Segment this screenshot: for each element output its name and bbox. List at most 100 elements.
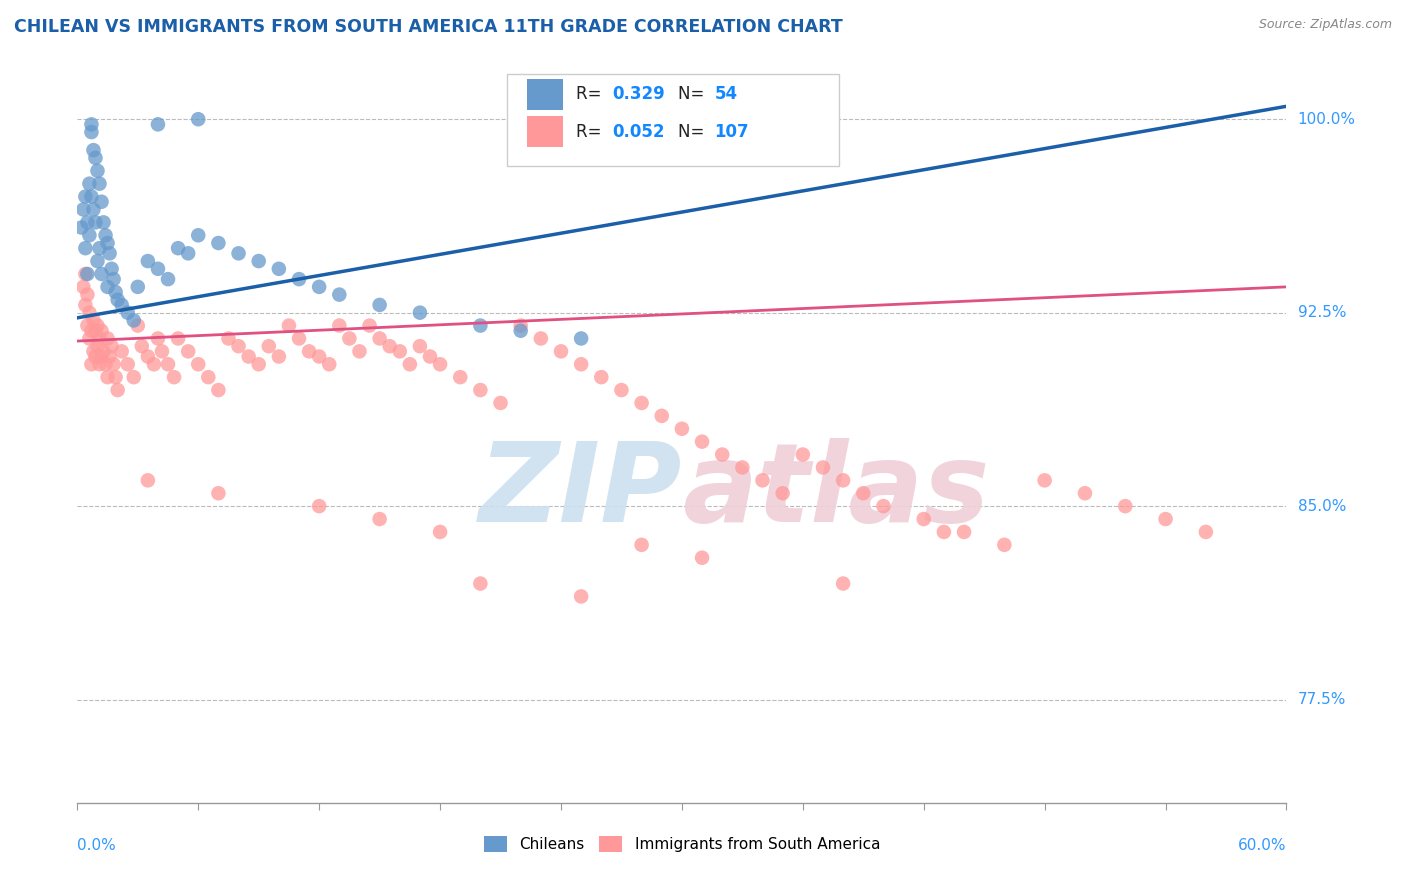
Point: [107, 383, 129, 397]
Point: [98, 350, 121, 364]
Point: [84, 215, 107, 229]
Point: [131, 339, 153, 353]
Point: [86, 318, 108, 333]
Text: CHILEAN VS IMMIGRANTS FROM SOUTH AMERICA 11TH GRADE CORRELATION CHART: CHILEAN VS IMMIGRANTS FROM SOUTH AMERICA…: [14, 18, 842, 36]
Point: [96, 331, 118, 345]
Point: [298, 344, 321, 359]
Point: [651, 409, 673, 423]
Point: [339, 331, 360, 345]
Point: [90, 350, 112, 364]
Point: [157, 357, 180, 371]
Point: [146, 117, 169, 131]
Point: [89, 241, 111, 255]
Point: [79, 228, 101, 243]
Point: [86, 163, 108, 178]
Point: [82, 143, 104, 157]
Point: [111, 298, 134, 312]
Point: [832, 474, 855, 488]
Point: [100, 261, 122, 276]
Point: [328, 287, 350, 301]
Point: [70, 220, 93, 235]
Point: [90, 324, 112, 338]
Point: [167, 331, 190, 345]
Point: [550, 344, 572, 359]
Point: [630, 538, 652, 552]
Point: [93, 344, 115, 359]
Point: [530, 331, 553, 345]
Point: [79, 177, 101, 191]
Point: [772, 486, 794, 500]
Point: [79, 306, 101, 320]
Text: 107: 107: [714, 122, 749, 141]
Point: [167, 241, 190, 255]
Text: 0.0%: 0.0%: [77, 838, 117, 853]
Point: [811, 460, 834, 475]
Point: [630, 396, 652, 410]
Point: [569, 357, 592, 371]
Point: [308, 499, 330, 513]
Point: [157, 272, 180, 286]
Point: [388, 344, 411, 359]
Point: [197, 370, 219, 384]
Point: [1074, 486, 1097, 500]
Point: [76, 318, 98, 333]
Point: [751, 474, 773, 488]
Point: [409, 306, 432, 320]
Point: [136, 474, 159, 488]
Point: [127, 280, 149, 294]
Point: [409, 339, 432, 353]
Point: [328, 318, 350, 333]
Text: 100.0%: 100.0%: [1298, 112, 1355, 127]
Point: [163, 370, 186, 384]
Point: [470, 576, 492, 591]
Point: [84, 324, 107, 338]
Point: [86, 254, 108, 268]
Point: [509, 324, 531, 338]
Point: [368, 512, 391, 526]
Point: [93, 215, 115, 229]
Point: [127, 318, 149, 333]
Point: [107, 293, 129, 307]
Point: [187, 112, 209, 127]
Point: [76, 267, 98, 281]
Point: [1195, 524, 1218, 539]
Point: [103, 357, 125, 371]
Point: [257, 339, 280, 353]
Text: 77.5%: 77.5%: [1298, 692, 1346, 707]
Point: [177, 246, 200, 260]
Point: [308, 280, 330, 294]
Point: [94, 357, 117, 371]
Point: [912, 512, 935, 526]
Point: [378, 339, 401, 353]
Point: [591, 370, 613, 384]
Point: [94, 228, 117, 243]
Point: [136, 254, 159, 268]
Point: [368, 331, 391, 345]
Point: [122, 370, 145, 384]
Point: [103, 272, 125, 286]
Point: [610, 383, 633, 397]
Point: [470, 318, 492, 333]
Point: [80, 117, 103, 131]
Point: [75, 267, 97, 281]
Point: [872, 499, 894, 513]
Point: [75, 298, 97, 312]
Point: [228, 246, 250, 260]
FancyBboxPatch shape: [527, 116, 564, 147]
Point: [98, 246, 121, 260]
Text: N=: N=: [678, 122, 710, 141]
Point: [731, 460, 754, 475]
Point: [80, 189, 103, 203]
FancyBboxPatch shape: [527, 78, 564, 110]
Point: [187, 228, 209, 243]
Point: [80, 125, 103, 139]
Point: [111, 344, 134, 359]
Point: [207, 486, 229, 500]
Point: [146, 331, 169, 345]
Point: [509, 318, 531, 333]
Point: [75, 241, 97, 255]
Point: [489, 396, 512, 410]
Point: [207, 235, 229, 250]
Text: Source: ZipAtlas.com: Source: ZipAtlas.com: [1258, 18, 1392, 31]
Point: [399, 357, 422, 371]
